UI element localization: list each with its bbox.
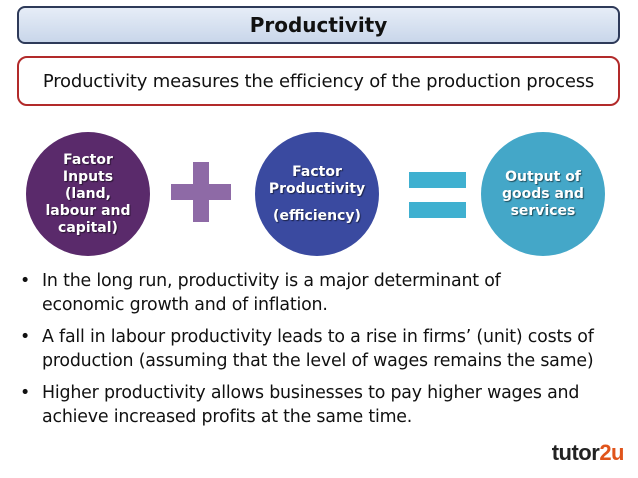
title-bar: Productivity [17, 6, 620, 44]
factor-inputs-circle: Factor Inputs (land, labour and capital) [26, 132, 150, 256]
bullet-line: A fall in labour productivity leads to a… [42, 327, 594, 347]
bullet-item: • In the long run, productivity is a maj… [18, 269, 630, 317]
bullet-line: In the long run, productivity is a major… [42, 271, 501, 291]
equals-bottom-bar [409, 202, 466, 218]
equals-top-bar [409, 172, 466, 188]
circle-label-line: Productivity [268, 180, 366, 197]
logo-text-main: tutor [551, 440, 600, 465]
bullet-item: • A fall in labour productivity leads to… [18, 325, 630, 373]
plus-icon [171, 162, 231, 222]
circle-label-line: (land, [65, 185, 111, 202]
bullet-line: achieve increased profits at the same ti… [42, 407, 413, 427]
circle-label-line: Factor [63, 151, 113, 168]
factor-productivity-circle: Factor Productivity (efficiency) [255, 132, 379, 256]
page-title: Productivity [249, 13, 388, 37]
circle-label-line: Inputs [62, 168, 114, 185]
circle-label-line: Factor [292, 163, 342, 180]
circle-label-line: goods and [502, 185, 584, 202]
circle-label-line: services [510, 202, 576, 219]
bullet-item: • Higher productivity allows businesses … [18, 381, 630, 429]
circle-label-line: labour and [45, 202, 131, 219]
circle-label-line: (efficiency) [273, 207, 361, 224]
logo-text-accent: 2u [599, 440, 624, 465]
bullet-dot-icon: • [20, 327, 31, 347]
bullet-dot-icon: • [20, 271, 31, 291]
output-circle: Output of goods and services [481, 132, 605, 256]
bullet-line: production (assuming that the level of w… [42, 351, 594, 371]
equals-icon [409, 172, 466, 218]
plus-vertical-bar [193, 162, 209, 222]
definition-box: Productivity measures the efficiency of … [17, 56, 620, 106]
bullet-line: economic growth and of inflation. [42, 295, 328, 315]
bullet-line: Higher productivity allows businesses to… [42, 383, 580, 403]
bullet-list: • In the long run, productivity is a maj… [18, 269, 630, 437]
circle-label-line: capital) [58, 219, 118, 236]
definition-text: Productivity measures the efficiency of … [42, 70, 595, 92]
tutor2u-logo: tutor2u [551, 440, 625, 466]
circle-label-line: Output of [505, 168, 581, 185]
bullet-dot-icon: • [20, 383, 31, 403]
